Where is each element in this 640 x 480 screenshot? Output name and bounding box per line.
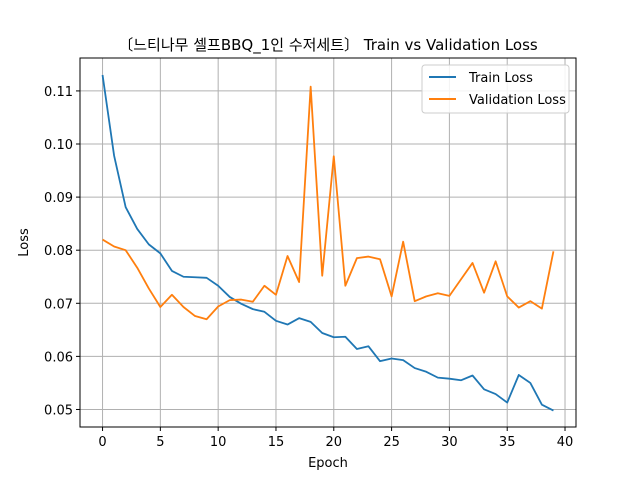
- x-tick-label: 10: [210, 435, 227, 450]
- x-tick-label: 30: [441, 435, 458, 450]
- plot-frame: [79, 57, 577, 428]
- grid: [80, 58, 576, 427]
- x-tick-label: 0: [98, 435, 106, 450]
- y-tick-label: 0.10: [44, 138, 73, 153]
- x-tick-label: 40: [557, 435, 574, 450]
- y-axis-label: Loss: [17, 228, 32, 257]
- ticks: 0 5 10 15 20 25 30 35 40 0.05 0.06 0.07 0.08 0.09 0.10…: [44, 85, 573, 450]
- x-tick-label: 15: [268, 435, 285, 450]
- y-tick-label: 0.09: [44, 191, 73, 206]
- x-tick-label: 5: [156, 435, 164, 450]
- x-tick-label: 25: [383, 435, 400, 450]
- x-tick-label: 35: [499, 435, 516, 450]
- series-line-train-loss: [101, 74, 554, 412]
- y-tick-label: 0.05: [44, 403, 73, 418]
- y-tick-label: 0.07: [44, 297, 73, 312]
- x-tick-label: 20: [326, 435, 343, 450]
- y-tick-label: 0.08: [44, 244, 73, 259]
- legend-label: Train Loss: [468, 71, 533, 86]
- legend: Train Loss Validation Loss: [421, 64, 570, 114]
- series-line-validation-loss: [102, 85, 555, 321]
- x-axis-label: Epoch: [308, 456, 348, 471]
- y-tick-label: 0.11: [44, 85, 73, 100]
- legend-frame: [421, 64, 570, 114]
- series-layer: [101, 74, 555, 412]
- legend-label: Validation Loss: [469, 93, 566, 108]
- y-tick-label: 0.06: [44, 350, 73, 365]
- chart-title: 〔느티나무 셀프BBQ_1인 수저세트〕 Train vs Validation…: [118, 36, 538, 55]
